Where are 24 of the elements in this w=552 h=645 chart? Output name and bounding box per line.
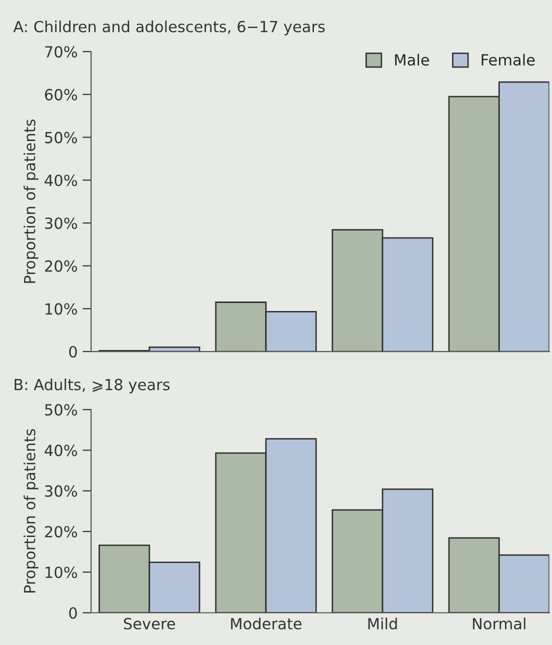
- y-tick-label: 10%: [46, 303, 78, 315]
- chart-title: B: Adults, ⩾18 years: [14, 378, 170, 394]
- chart-title: A: Children and adolescents, 6−17 years: [13, 20, 325, 36]
- x-tick-label: Normal: [472, 618, 526, 630]
- y-tick-label: 0: [69, 607, 77, 619]
- legend-label: Female: [482, 54, 535, 66]
- y-tick-label: 30%: [45, 217, 78, 230]
- y-tick-label: 30%: [45, 485, 78, 497]
- y-tick-label: 40%: [44, 174, 78, 186]
- legend-label: Male: [395, 54, 430, 66]
- x-tick-label: Moderate: [231, 618, 302, 630]
- y-tick-label: 40%: [44, 444, 78, 456]
- y-tick-label: 50%: [45, 404, 78, 416]
- y-tick-label: 60%: [44, 88, 78, 100]
- y-tick-label: 0: [69, 346, 77, 358]
- y-axis-title: Proportion of patients: [24, 120, 38, 283]
- x-tick-label: Severe: [124, 618, 175, 630]
- y-tick-label: 10%: [46, 566, 78, 578]
- x-tick-label: Mild: [368, 618, 397, 630]
- y-tick-label: 70%: [45, 46, 78, 58]
- y-tick-label: 50%: [45, 132, 78, 144]
- y-axis-title: Proportion of patients: [24, 429, 38, 592]
- y-tick-label: 20%: [45, 526, 78, 538]
- y-tick-label: 20%: [45, 260, 78, 272]
